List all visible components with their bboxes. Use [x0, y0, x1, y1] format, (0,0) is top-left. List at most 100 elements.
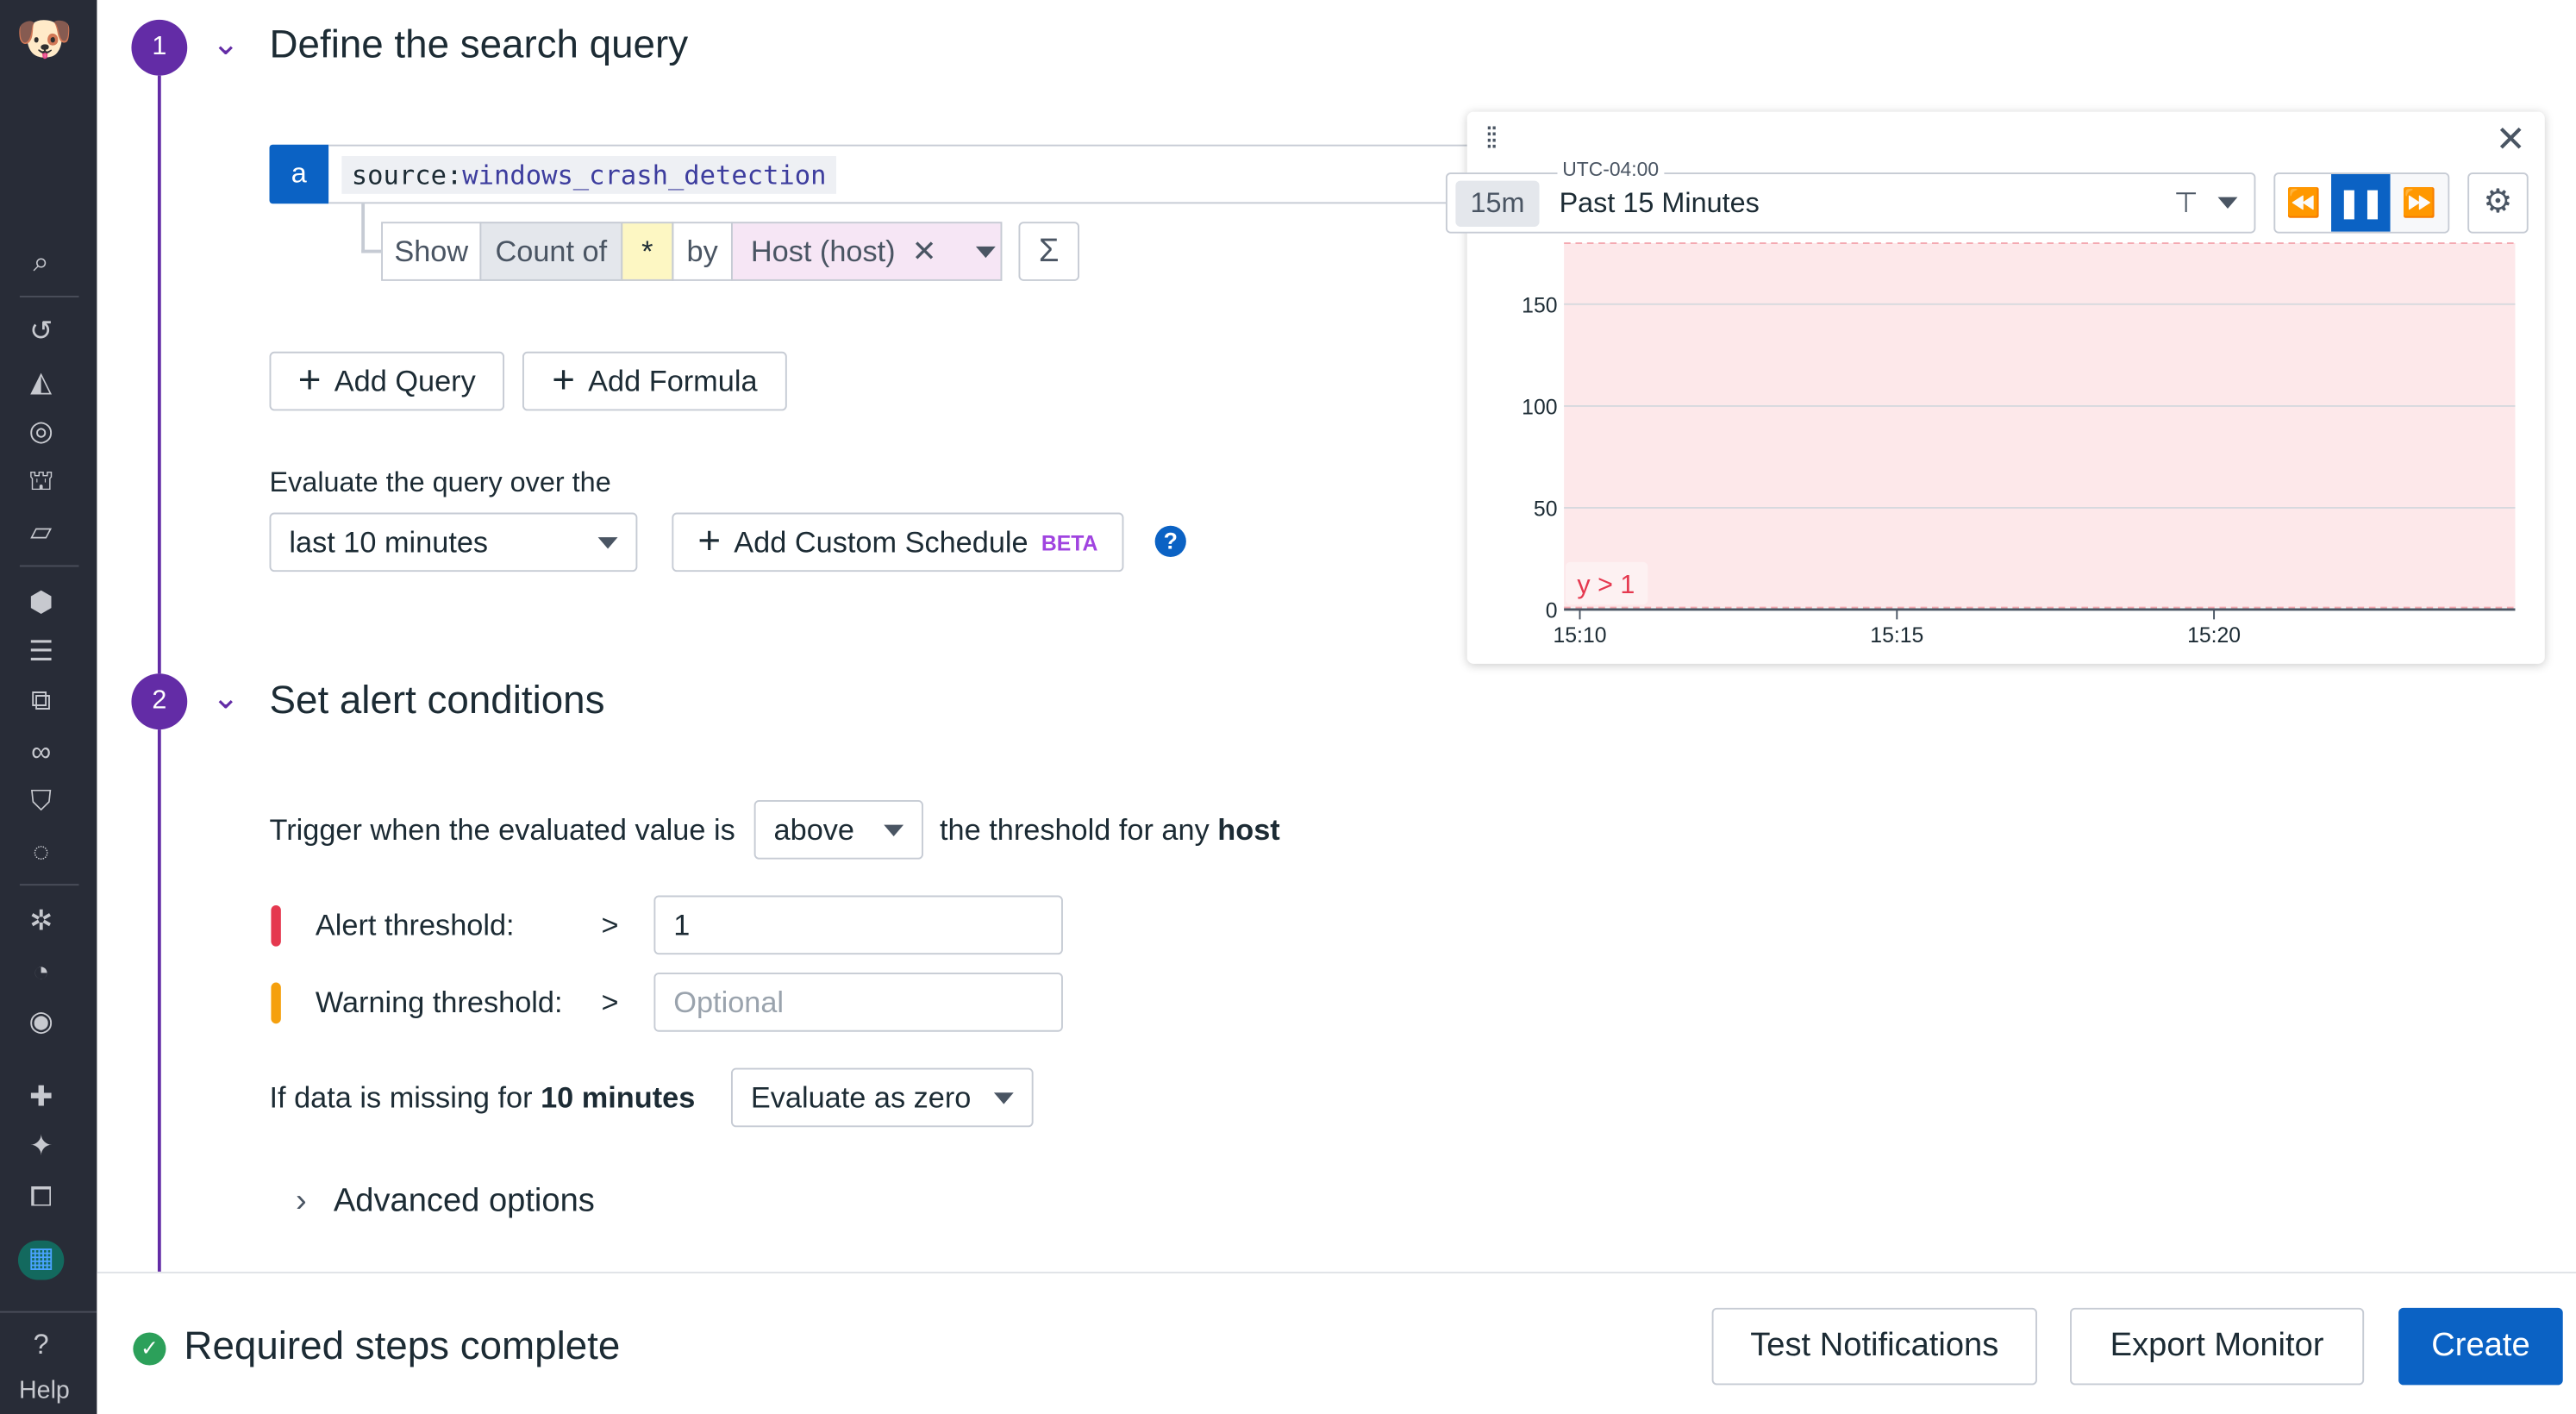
- search-icon[interactable]: ⌕: [33, 246, 49, 278]
- evaluation-window-select[interactable]: last 10 minutes: [269, 512, 638, 572]
- status-text: Required steps complete: [184, 1323, 621, 1369]
- warning-threshold-input[interactable]: [653, 973, 1063, 1032]
- group-by-select[interactable]: Host (host) ✕: [730, 222, 1003, 281]
- divider: [19, 884, 79, 886]
- create-button[interactable]: Create: [2398, 1307, 2563, 1386]
- query-input[interactable]: source:windows_crash_detection: [328, 144, 1479, 204]
- synthetics-icon[interactable]: ∞: [31, 735, 52, 767]
- evaluation-window-value: last 10 minutes: [289, 524, 489, 558]
- alert-color-bar: [271, 904, 281, 947]
- advanced-options-toggle[interactable]: Advanced options: [333, 1183, 595, 1219]
- show-label: Show: [381, 222, 482, 281]
- security-icon[interactable]: ⛉: [30, 785, 52, 817]
- threshold-region: [1564, 243, 2516, 608]
- missing-data-select[interactable]: Evaluate as zero: [730, 1067, 1034, 1128]
- notebooks-icon[interactable]: ⧠: [29, 1181, 53, 1213]
- observability-icon[interactable]: ◉: [28, 1005, 53, 1037]
- step-1-badge: 1: [131, 19, 188, 76]
- token-value: windows_crash_detection: [462, 158, 827, 191]
- caret-down-icon: [884, 823, 904, 835]
- add-query-label: Add Query: [334, 364, 476, 397]
- measure-select[interactable]: *: [621, 222, 674, 281]
- chevron-down-icon[interactable]: ⌄: [211, 679, 240, 716]
- y-tick-label: 100: [1522, 396, 1557, 419]
- check-circle-icon: ✓: [133, 1332, 166, 1366]
- y-tick-label: 50: [1534, 497, 1558, 521]
- divider: [19, 296, 79, 297]
- threshold-label: y > 1: [1577, 570, 1635, 599]
- gear-icon[interactable]: ⚙: [2467, 172, 2529, 234]
- preview-chart: 0 50 100 150 15:10 15:15 15:20 y > 1: [1522, 242, 2516, 648]
- y-tick-label: 0: [1546, 600, 1558, 623]
- trigger-group: host: [1217, 813, 1280, 847]
- pause-icon[interactable]: ❚❚: [2331, 173, 2391, 232]
- evaluate-label: Evaluate the query over the: [269, 466, 611, 498]
- rum-icon[interactable]: ◌: [32, 835, 50, 868]
- alert-threshold-input[interactable]: [653, 895, 1063, 955]
- query-token: source:windows_crash_detection: [341, 155, 836, 193]
- warning-threshold-label: Warning threshold:: [315, 985, 563, 1019]
- warning-operator: >: [601, 985, 619, 1019]
- export-monitor-button[interactable]: Export Monitor: [2070, 1307, 2365, 1386]
- bug-icon[interactable]: ✲: [29, 904, 53, 937]
- add-custom-schedule-button[interactable]: + Add Custom Schedule BETA: [672, 512, 1124, 572]
- step-1-title: Define the search query: [269, 22, 689, 68]
- test-notifications-button[interactable]: Test Notifications: [1711, 1307, 2037, 1386]
- caret-down-icon: [2217, 197, 2238, 210]
- time-range-picker[interactable]: 15m Past 15 Minutes ⊤: [1445, 172, 2256, 234]
- warning-color-bar: [271, 982, 281, 1024]
- close-icon[interactable]: ✕: [2495, 118, 2526, 160]
- help-label[interactable]: Help: [19, 1376, 70, 1405]
- apm-icon[interactable]: ⧉: [31, 685, 52, 716]
- pin-icon[interactable]: ⊤: [2173, 186, 2198, 218]
- logs-icon[interactable]: ☰: [28, 635, 54, 667]
- connector: [361, 203, 382, 253]
- help-icon[interactable]: ?: [33, 1329, 49, 1361]
- missing-duration: 10 minutes: [541, 1080, 696, 1114]
- monitors-icon[interactable]: ◎: [28, 416, 53, 447]
- sigma-button[interactable]: Σ: [1018, 222, 1079, 281]
- missing-data-value: Evaluate as zero: [750, 1079, 972, 1114]
- plus-icon: +: [297, 358, 322, 403]
- trigger-direction-select[interactable]: above: [753, 800, 923, 860]
- caret-down-icon: [597, 536, 618, 548]
- history-icon[interactable]: ↺: [29, 315, 53, 347]
- caret-down-icon[interactable]: [976, 245, 997, 258]
- divider: [19, 565, 79, 567]
- chevron-down-icon[interactable]: ⌄: [211, 26, 240, 63]
- step-line: [157, 75, 161, 674]
- timezone-label: UTC-04:00: [1557, 157, 1664, 181]
- add-formula-button[interactable]: + Add Formula: [522, 351, 787, 411]
- performance-icon[interactable]: ◔: [32, 956, 50, 988]
- infrastructure-icon[interactable]: ⬢: [28, 586, 53, 618]
- fast-forward-icon[interactable]: ⏩: [2390, 173, 2448, 232]
- add-query-button[interactable]: + Add Query: [269, 351, 505, 411]
- help-icon[interactable]: ?: [1154, 525, 1186, 557]
- chevron-right-icon[interactable]: ›: [296, 1183, 307, 1219]
- playback-controls: ⏪ ❚❚ ⏩: [2273, 172, 2450, 234]
- rewind-icon[interactable]: ⏪: [2285, 187, 2322, 219]
- close-icon[interactable]: ✕: [911, 234, 937, 267]
- integrations-icon[interactable]: ▱: [30, 516, 53, 547]
- add-formula-label: Add Formula: [588, 364, 758, 397]
- sparkle-icon[interactable]: ✦: [29, 1130, 53, 1162]
- watchdog-icon[interactable]: ⛫: [28, 465, 54, 497]
- y-tick-label: 150: [1522, 294, 1557, 317]
- plus-icon: +: [697, 519, 722, 564]
- drag-handle-icon[interactable]: ⁞⁞: [1485, 122, 1498, 155]
- by-label: by: [672, 222, 733, 281]
- x-tick-label: 15:15: [1870, 624, 1923, 648]
- aggregation-select[interactable]: Count of: [479, 222, 623, 281]
- trigger-prefix: Trigger when the evaluated value is: [269, 813, 735, 847]
- org-icon[interactable]: ▦: [17, 1240, 65, 1280]
- alert-operator: >: [601, 908, 619, 942]
- datadog-logo-icon[interactable]: 🐶: [16, 13, 73, 65]
- puzzle-icon[interactable]: ✚: [29, 1080, 53, 1113]
- query-letter: a: [269, 144, 329, 204]
- step-2-title: Set alert conditions: [269, 679, 605, 723]
- missing-prefix: If data is missing for: [269, 1080, 533, 1114]
- sidebar: 🐶 ⌕ ↺ ◭ ◎ ⛫ ▱ ⬢ ☰ ⧉ ∞ ⛉ ◌ ✲ ◔ ◉ ✚ ✦ ⧠ ▦ …: [0, 0, 97, 1414]
- dashboards-icon[interactable]: ◭: [30, 366, 53, 398]
- time-range-value: Past 15 Minutes: [1559, 186, 1760, 218]
- trigger-direction-value: above: [773, 812, 855, 846]
